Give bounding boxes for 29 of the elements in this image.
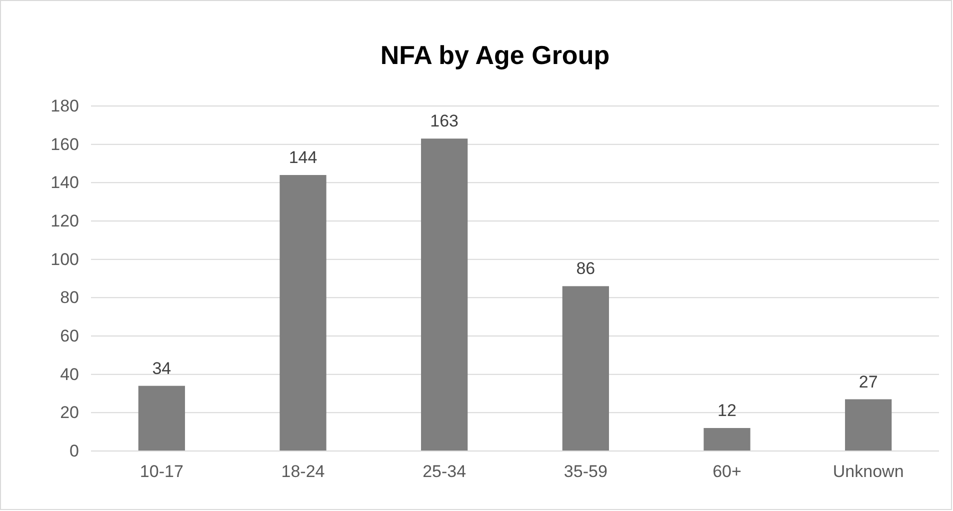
y-tick-label: 40 (60, 364, 79, 384)
y-tick-label: 100 (50, 250, 79, 269)
bar (138, 386, 185, 451)
x-tick-label: 18-24 (281, 462, 325, 482)
bar (280, 175, 326, 451)
bar (562, 286, 609, 451)
x-tick-label: 25-34 (422, 462, 466, 482)
data-label: 34 (152, 358, 172, 378)
y-tick-label: 60 (60, 326, 79, 346)
chart-title: NFA by Age Group (380, 40, 610, 70)
data-label: 12 (718, 401, 736, 420)
bar (704, 428, 750, 451)
x-tick-label: 10-17 (140, 462, 184, 482)
x-tick-label: 35-59 (564, 462, 608, 482)
x-tick-label: 60+ (712, 462, 742, 482)
data-label: 144 (288, 148, 318, 167)
y-tick-label: 140 (50, 173, 79, 192)
data-label: 86 (576, 259, 596, 278)
bar (421, 138, 468, 451)
y-tick-label: 0 (70, 441, 79, 460)
y-tick-label: 160 (50, 134, 79, 154)
y-tick-label: 180 (50, 96, 79, 116)
data-label: 163 (430, 112, 459, 131)
x-tick-label: Unknown (832, 462, 904, 482)
data-label: 27 (858, 372, 878, 392)
bar (845, 399, 892, 451)
y-tick-label: 120 (50, 211, 79, 230)
y-tick-label: 80 (60, 288, 79, 308)
y-tick-label: 20 (60, 403, 79, 422)
